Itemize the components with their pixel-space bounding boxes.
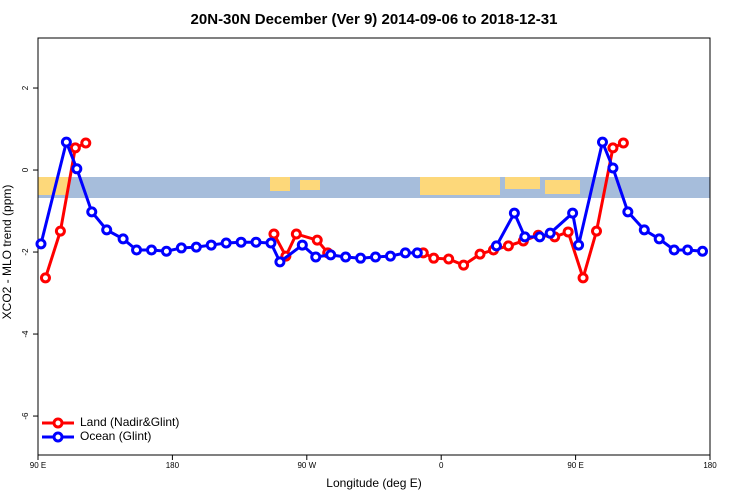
data-point xyxy=(399,247,411,259)
data-point xyxy=(567,207,579,219)
data-point xyxy=(573,239,585,251)
data-point xyxy=(175,242,187,254)
data-point xyxy=(60,136,72,148)
data-point xyxy=(71,163,83,175)
x-axis-label: Longitude (deg E) xyxy=(326,476,421,490)
data-point xyxy=(80,137,92,149)
y-axis-label: XCO2 - MLO trend (ppm) xyxy=(0,185,14,320)
y-tick-label: 2 xyxy=(21,85,30,90)
map-strip xyxy=(38,177,710,198)
data-point xyxy=(508,207,520,219)
data-point xyxy=(101,224,113,236)
data-point xyxy=(86,206,98,218)
data-point xyxy=(653,233,665,245)
data-point xyxy=(131,244,143,256)
data-point xyxy=(534,231,546,243)
data-point xyxy=(265,237,277,249)
data-point xyxy=(384,250,396,262)
data-point xyxy=(39,272,51,284)
data-point xyxy=(562,226,574,238)
data-point xyxy=(325,249,337,261)
x-tick-label: 90 W xyxy=(297,461,316,470)
data-point xyxy=(274,256,286,268)
legend-marker xyxy=(52,417,64,429)
data-point xyxy=(596,136,608,148)
data-point xyxy=(311,234,323,246)
legend-label: Ocean (Glint) xyxy=(80,429,151,443)
data-point xyxy=(682,244,694,256)
data-point xyxy=(411,247,423,259)
data-point xyxy=(205,239,217,251)
legend-box xyxy=(40,410,190,450)
data-point xyxy=(190,241,202,253)
data-point xyxy=(519,231,531,243)
data-point xyxy=(296,239,308,251)
data-point xyxy=(617,137,629,149)
data-point xyxy=(290,228,302,240)
data-point xyxy=(622,206,634,218)
chart-title: 20N-30N December (Ver 9) 2014-09-06 to 2… xyxy=(191,11,558,28)
data-point xyxy=(458,259,470,271)
x-tick-label: 180 xyxy=(166,461,180,470)
data-point xyxy=(591,225,603,237)
data-point xyxy=(54,225,66,237)
data-point xyxy=(697,245,709,257)
data-point xyxy=(577,272,589,284)
series-line xyxy=(44,141,87,279)
y-tick-label: 0 xyxy=(21,167,30,172)
data-point xyxy=(340,251,352,263)
data-point xyxy=(310,251,322,263)
data-point xyxy=(502,240,514,252)
data-point xyxy=(220,237,232,249)
data-point xyxy=(355,252,367,264)
y-tick-label: -4 xyxy=(21,330,30,338)
x-tick-label: 0 xyxy=(439,461,444,470)
data-point xyxy=(268,228,280,240)
legend-label: Land (Nadir&Glint) xyxy=(80,415,179,429)
y-tick-label: -6 xyxy=(21,412,30,420)
x-tick-label: 180 xyxy=(703,461,717,470)
data-point xyxy=(235,236,247,248)
data-point xyxy=(668,244,680,256)
y-tick-label: -2 xyxy=(21,248,30,256)
x-tick-label: 90 E xyxy=(567,461,583,470)
x-tick-label: 90 E xyxy=(30,461,46,470)
data-point xyxy=(428,252,440,264)
data-point xyxy=(443,253,455,265)
data-point xyxy=(607,162,619,174)
data-point xyxy=(145,244,157,256)
data-point xyxy=(69,142,81,154)
data-point xyxy=(607,142,619,154)
data-point xyxy=(474,248,486,260)
data-point xyxy=(638,224,650,236)
data-point xyxy=(544,227,556,239)
data-point xyxy=(117,233,129,245)
data-point xyxy=(35,238,47,250)
data-point xyxy=(160,245,172,257)
data-point xyxy=(369,251,381,263)
data-point xyxy=(490,240,502,252)
data-point xyxy=(250,236,262,248)
legend-marker xyxy=(52,431,64,443)
